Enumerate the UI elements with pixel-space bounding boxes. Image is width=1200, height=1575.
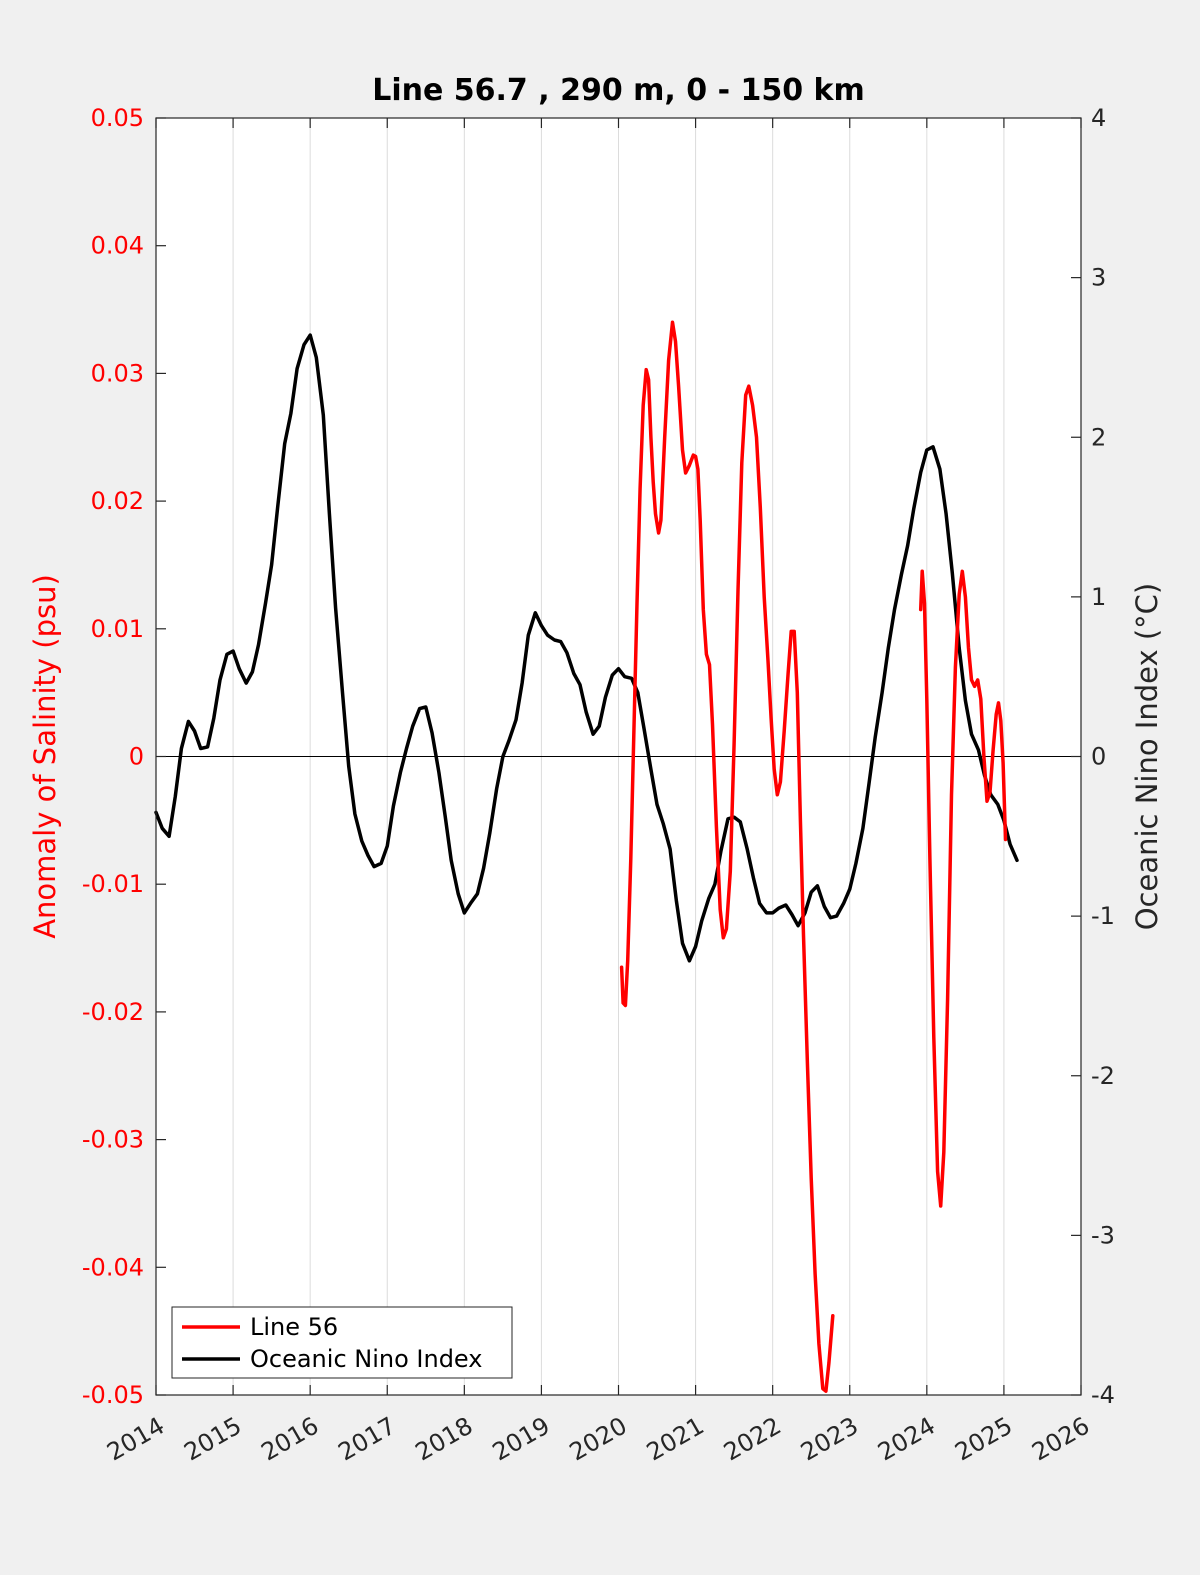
x-tick-label: 2016 (256, 1412, 323, 1467)
right-axis-label: Oceanic Nino Index (°C) (1130, 583, 1164, 931)
x-tick-label: 2026 (1027, 1412, 1094, 1467)
y-right-tick-label: -1 (1091, 902, 1115, 930)
legend-label-line-56: Line 56 (250, 1313, 338, 1341)
y-right-tick-label: 0 (1091, 743, 1106, 771)
x-tick-label: 2021 (642, 1412, 709, 1467)
series-oceanic-nino-index-segment-1 (154, 333, 1019, 963)
y-left-tick-label: -0.04 (82, 1253, 144, 1281)
y-left-tick-label: 0.04 (91, 232, 144, 260)
x-tick-label: 2024 (873, 1412, 940, 1467)
series-line-56-segment-2 (918, 569, 1008, 1208)
series-layer (154, 320, 1019, 1393)
chart-title: Line 56.7 , 290 m, 0 - 150 km (372, 73, 865, 108)
x-tick-label: 2014 (102, 1412, 169, 1467)
y-right-tick-label: -2 (1091, 1062, 1115, 1090)
legend-box (171, 1306, 513, 1379)
y-right-tick-label: -3 (1091, 1221, 1115, 1249)
y-left-tick-label: -0.02 (82, 998, 144, 1026)
x-tick-label: 2023 (796, 1412, 863, 1467)
y-left-tick-label: -0.03 (82, 1126, 144, 1154)
x-tick-label: 2018 (411, 1412, 478, 1467)
y-right-tick-label: 3 (1091, 264, 1106, 292)
x-tick-label: 2020 (565, 1412, 632, 1467)
x-tick-label: 2015 (179, 1412, 246, 1467)
x-tick-label: 2025 (950, 1412, 1017, 1467)
y-right-tick-label: 1 (1091, 583, 1106, 611)
y-right-tick-label: -4 (1091, 1381, 1115, 1409)
y-right-tick-label: 2 (1091, 423, 1106, 451)
y-left-tick-label: 0 (129, 743, 144, 771)
x-tick-label: 2022 (719, 1412, 786, 1467)
y-left-tick-label: -0.05 (82, 1381, 144, 1409)
axis-ticks (155, 117, 1082, 1396)
x-tick-label: 2017 (334, 1412, 401, 1467)
y-left-tick-label: 0.02 (91, 487, 144, 515)
y-left-tick-label: 0.05 (91, 104, 144, 132)
y-left-tick-label: -0.01 (82, 870, 144, 898)
legend: Line 56 Oceanic Nino Index (171, 1306, 513, 1379)
x-tick-label: 2019 (488, 1412, 555, 1467)
left-axis-label: Anomaly of Salinity (psu) (28, 574, 62, 939)
series-line-56-segment-1 (619, 320, 835, 1393)
y-left-tick-label: 0.03 (91, 359, 144, 387)
legend-label-oni: Oceanic Nino Index (250, 1345, 482, 1373)
y-left-tick-label: 0.01 (91, 615, 144, 643)
y-right-tick-label: 4 (1091, 104, 1106, 132)
